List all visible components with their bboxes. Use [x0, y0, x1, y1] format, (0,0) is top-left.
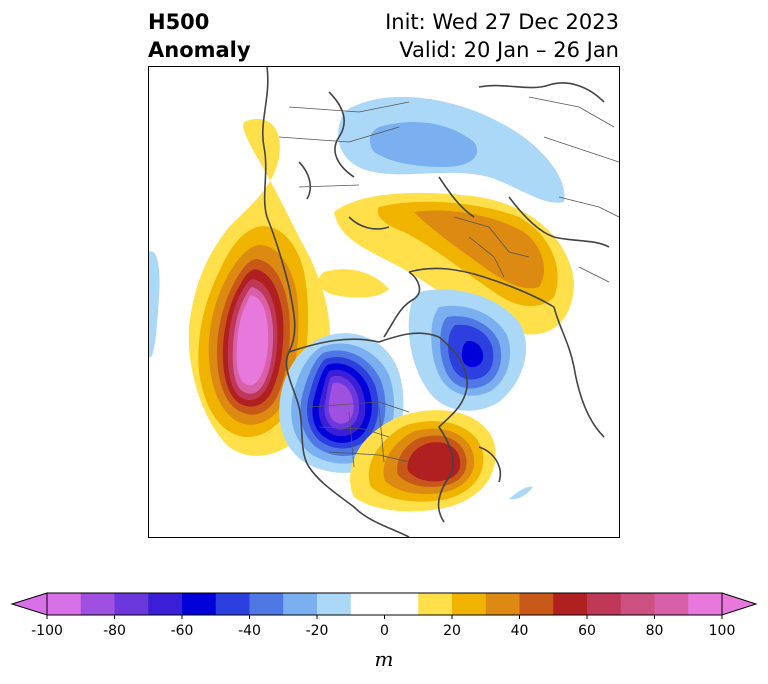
negative-anomaly-atlantic [408, 289, 527, 411]
colorbar-bin [80, 593, 115, 615]
map-canvas [149, 67, 619, 537]
colorbar-tick-label: -60 [171, 623, 194, 639]
coastlines [261, 67, 610, 537]
title-variable: H500 [148, 10, 210, 34]
colorbar-bin [654, 593, 689, 615]
colorbar-bin [283, 593, 318, 615]
colorbar-extend-max [721, 592, 758, 616]
colorbar-tick-label: -20 [306, 623, 329, 639]
colorbar-tick-label: 0 [380, 623, 389, 639]
colorbar-bin [182, 593, 217, 615]
colorbar-bin [249, 593, 284, 615]
colorbar-bin [350, 593, 385, 615]
map-title: H500 Anomaly [148, 8, 251, 64]
map-subtitle: Init: Wed 27 Dec 2023 Valid: 20 Jan – 26… [385, 8, 619, 64]
colorbar-bin [418, 593, 453, 615]
positive-anomaly-arctic [334, 192, 574, 335]
colorbar-tick-label: 60 [578, 623, 596, 639]
anomaly-map [148, 66, 620, 538]
colorbar-bin [114, 593, 149, 615]
colorbar-bin [317, 593, 352, 615]
political-boundaries [278, 96, 619, 468]
positive-anomaly-pacific [188, 118, 330, 456]
colorbar-bin [452, 593, 487, 615]
colorbar-tick-label: 80 [646, 623, 664, 639]
colorbar-tick-label: 40 [511, 623, 529, 639]
colorbar-bin [148, 593, 183, 615]
negative-anomaly-north [338, 96, 565, 203]
positive-anomaly-east-us [350, 410, 496, 512]
colorbar-bin [519, 593, 554, 615]
negative-anomaly-small-patch [509, 486, 533, 500]
negative-anomaly-west-edge [149, 251, 160, 357]
colorbar-tick-label: -40 [238, 623, 261, 639]
colorbar-svg: -100 -80 -60 -40 -20 0 20 40 60 80 100 m [10, 592, 758, 671]
colorbar-bin [553, 593, 588, 615]
colorbar-bin [215, 593, 250, 615]
colorbar-unit-label: m [375, 647, 394, 671]
negative-anomaly-west-us [279, 333, 404, 473]
colorbar-extend-min [10, 592, 48, 616]
colorbar-tick-label: -100 [31, 623, 63, 639]
colorbar-bin [620, 593, 655, 615]
colorbar-bin [688, 593, 723, 615]
init-time: Init: Wed 27 Dec 2023 [385, 10, 619, 34]
colorbar-bin [47, 593, 82, 615]
colorbar-tick-label: 100 [709, 623, 736, 639]
colorbar-tick-label: -80 [103, 623, 126, 639]
positive-anomaly-small-patch [318, 269, 389, 298]
title-field: Anomaly [148, 38, 251, 62]
colorbar-bin [384, 593, 419, 615]
colorbar-bin [587, 593, 622, 615]
colorbar-tick-label: 20 [443, 623, 461, 639]
colorbar-bin [485, 593, 520, 615]
valid-period: Valid: 20 Jan – 26 Jan [399, 38, 619, 62]
colorbar: -100 -80 -60 -40 -20 0 20 40 60 80 100 m [0, 580, 768, 680]
